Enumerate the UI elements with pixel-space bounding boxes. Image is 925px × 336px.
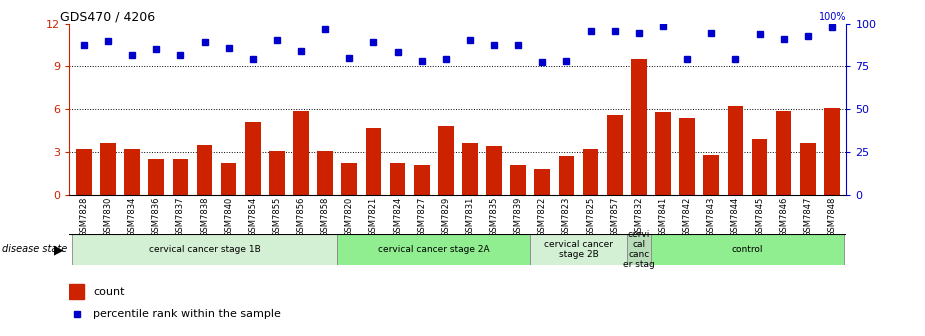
Bar xyxy=(221,164,237,195)
Bar xyxy=(607,115,623,195)
Bar xyxy=(583,149,598,195)
Text: 100%: 100% xyxy=(819,12,846,22)
Text: cervical cancer stage 1B: cervical cancer stage 1B xyxy=(149,245,260,254)
Text: cervi
cal
canc
er stag: cervi cal canc er stag xyxy=(623,230,655,268)
Bar xyxy=(197,145,213,195)
Bar xyxy=(148,159,164,195)
Bar xyxy=(776,111,792,195)
Bar xyxy=(269,151,285,195)
Bar xyxy=(651,234,844,265)
Bar xyxy=(535,169,550,195)
Bar xyxy=(703,155,719,195)
Bar xyxy=(752,139,768,195)
Bar xyxy=(655,112,671,195)
Bar xyxy=(462,143,478,195)
Bar xyxy=(317,151,333,195)
Bar xyxy=(245,122,261,195)
Text: count: count xyxy=(93,287,125,296)
Bar xyxy=(413,165,429,195)
Bar xyxy=(293,111,309,195)
Bar xyxy=(124,149,140,195)
Bar xyxy=(559,156,574,195)
Bar xyxy=(438,126,453,195)
Bar xyxy=(72,234,338,265)
Bar xyxy=(728,107,743,195)
Bar xyxy=(69,284,84,299)
Bar xyxy=(173,159,188,195)
Bar xyxy=(487,146,502,195)
Bar xyxy=(341,164,357,195)
Text: GDS470 / 4206: GDS470 / 4206 xyxy=(60,10,155,23)
Text: cervical cancer
stage 2B: cervical cancer stage 2B xyxy=(544,240,613,259)
Bar xyxy=(365,128,381,195)
Bar xyxy=(511,165,526,195)
Bar xyxy=(800,143,816,195)
Bar xyxy=(338,234,530,265)
Text: percentile rank within the sample: percentile rank within the sample xyxy=(93,309,281,319)
Bar xyxy=(679,118,695,195)
Bar xyxy=(631,59,647,195)
Bar xyxy=(530,234,627,265)
Bar xyxy=(100,143,116,195)
Bar xyxy=(627,234,651,265)
Text: control: control xyxy=(732,245,763,254)
Text: cervical cancer stage 2A: cervical cancer stage 2A xyxy=(378,245,489,254)
Bar xyxy=(389,164,405,195)
Bar xyxy=(824,108,840,195)
Text: ▶: ▶ xyxy=(54,243,63,256)
Bar xyxy=(76,149,92,195)
Text: disease state: disease state xyxy=(2,245,68,254)
